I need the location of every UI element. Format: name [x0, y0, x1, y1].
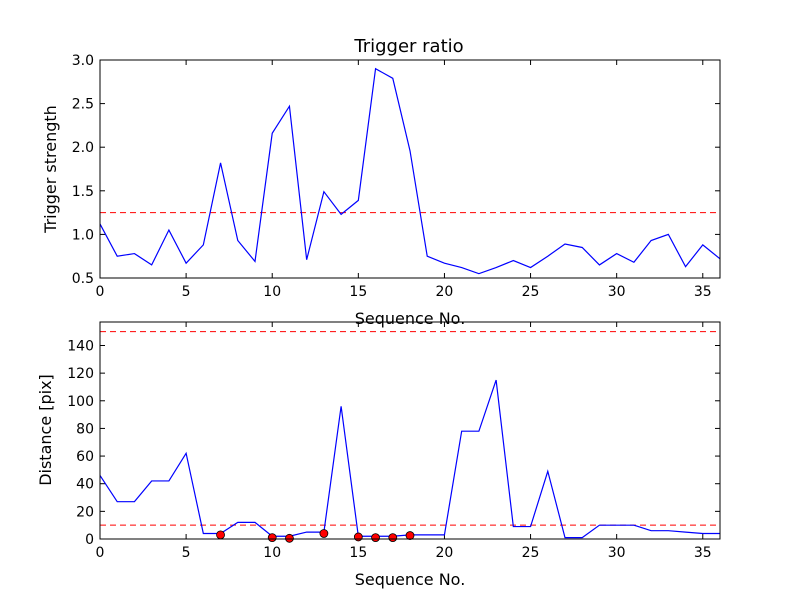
x-tick-label: 20: [436, 545, 454, 561]
y-tick-label: 0: [85, 532, 94, 548]
y-tick-label: 120: [67, 366, 94, 382]
y-tick-label: 2.5: [72, 97, 94, 113]
data-marker: [319, 529, 329, 538]
y-tick-label: 1.0: [72, 227, 94, 243]
data-marker: [285, 533, 294, 543]
x-tick-label: 25: [522, 545, 540, 561]
data-marker: [216, 530, 225, 540]
x-tick-label: 0: [96, 284, 105, 300]
chart-title: Trigger ratio: [353, 36, 463, 57]
x-tick-label: 10: [263, 545, 281, 561]
y-tick-label: 20: [76, 504, 94, 520]
y-tick-label: 3.0: [72, 53, 94, 69]
series-layer: [99, 67, 721, 275]
x-tick-label: 30: [608, 545, 626, 561]
axes-frame: [99, 321, 721, 540]
y-tick-label: 140: [67, 338, 94, 354]
x-tick-label: 15: [349, 284, 367, 300]
x-tick-label: 10: [263, 284, 281, 300]
x-tick-label: 35: [694, 284, 712, 300]
y-tick-label: 100: [67, 394, 94, 410]
data-marker: [267, 533, 277, 543]
y-tick-label: 1.5: [72, 184, 94, 200]
x-tick-label: 35: [694, 545, 712, 561]
data-marker: [371, 533, 380, 543]
x-axis-label: Sequence No.: [355, 570, 466, 589]
data-marker: [388, 533, 398, 543]
tick-layer: 0 5 10 15 20 25 30 35 0 20 40 60 80 100 120 140: [67, 322, 720, 561]
x-tick-label: 5: [182, 284, 191, 300]
tick-layer: 0 5 10 15 20 25 30 35 0.5 1.0 1.5 2.0 2.5 3.0: [72, 53, 720, 300]
y-tick-label: 0.5: [72, 271, 94, 287]
data-marker: [405, 531, 415, 540]
axes-frame: [99, 59, 721, 279]
x-tick-label: 25: [522, 284, 540, 300]
series-line: [99, 67, 721, 275]
y-axis-label: Distance [pix]: [36, 374, 55, 486]
threshold-layer: [100, 331, 720, 526]
data-marker: [353, 532, 363, 542]
y-axis-label: Trigger strength: [41, 105, 60, 234]
x-axis-label: Sequence No.: [355, 309, 466, 328]
trigger-ratio-chart: Trigger ratio 0 5 10 15 20 25 30 35 0.5 1.0 1.5 2.0…: [41, 36, 721, 328]
x-tick-label: 20: [436, 284, 454, 300]
distance-chart: 0 5 10 15 20 25 30 35 0 20 40 60 80 100 120 140 Sequenc…: [36, 321, 721, 589]
y-tick-label: 60: [76, 449, 94, 465]
y-tick-label: 2.0: [72, 140, 94, 156]
x-tick-label: 5: [182, 545, 191, 561]
x-tick-label: 30: [608, 284, 626, 300]
y-tick-label: 80: [76, 421, 94, 437]
x-tick-label: 15: [349, 545, 367, 561]
x-tick-label: 0: [96, 545, 105, 561]
y-tick-label: 40: [76, 477, 94, 493]
